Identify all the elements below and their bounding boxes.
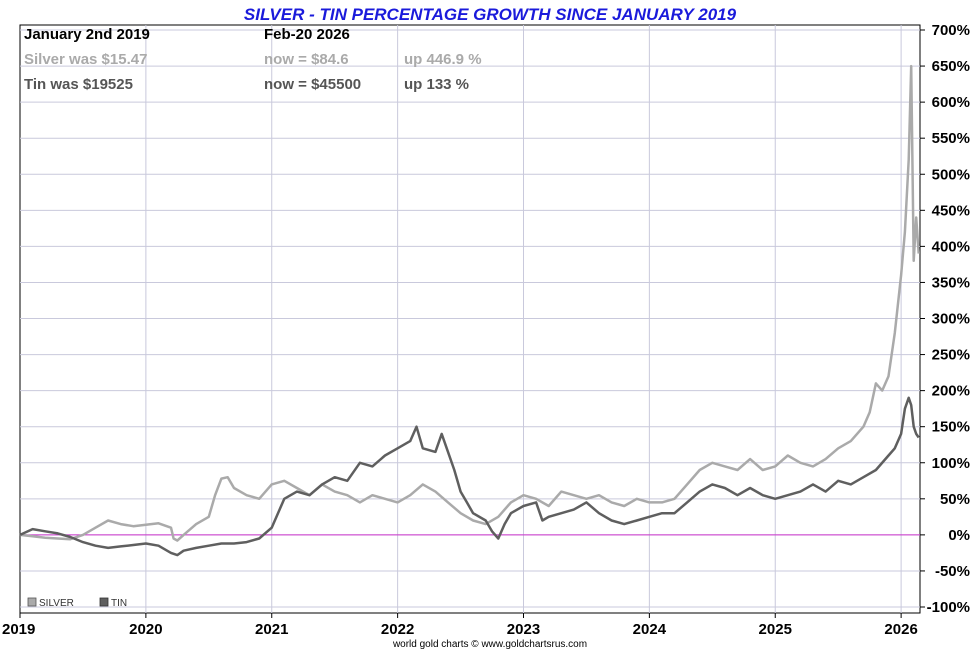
x-tick-label: 2025: [759, 621, 792, 638]
y-tick-label: 250%: [932, 347, 970, 364]
y-tick-label: 650%: [932, 58, 970, 75]
start-date-label: January 2nd 2019: [24, 26, 150, 43]
x-tick-label: 2024: [633, 621, 667, 638]
legend-silver-label: SILVER: [39, 598, 74, 609]
x-tick-label: 2026: [884, 621, 917, 638]
legend-tin-swatch: [99, 597, 109, 607]
chart-title: SILVER - TIN PERCENTAGE GROWTH SINCE JAN…: [244, 5, 737, 24]
vertical-gridlines: [145, 25, 902, 613]
y-tick-label: -50%: [935, 563, 970, 580]
y-tick-label: 500%: [932, 166, 970, 183]
y-tick-label: 200%: [932, 383, 970, 400]
y-tick-label: 450%: [932, 202, 970, 219]
y-tick-label: 50%: [940, 491, 970, 508]
end-date-label: Feb-20 2026: [264, 26, 350, 43]
silver-series-line: [19, 64, 920, 542]
x-tick-label: 2023: [507, 621, 540, 638]
x-tick-label: 2022: [381, 621, 414, 638]
legend-tin-label: TIN: [111, 598, 127, 609]
silver-start-label: Silver was $15.47: [24, 51, 147, 68]
y-tick-label: 100%: [932, 455, 970, 472]
y-tick-label: 400%: [932, 238, 970, 255]
x-tick-label: 2021: [255, 621, 288, 638]
tin-now-label: now = $45500: [264, 76, 361, 93]
horizontal-gridlines: [20, 29, 920, 608]
credit-text: world gold charts © www.goldchartsrus.co…: [392, 639, 587, 650]
y-tick-label: 0%: [948, 527, 970, 544]
silver-change-label: up 446.9 %: [404, 51, 482, 68]
x-axis-ticks: 2019 2020 2021 2022 2023 2024 2025 2026: [2, 613, 918, 638]
y-tick-label: 300%: [932, 311, 970, 328]
y-tick-label: 150%: [932, 419, 970, 436]
y-tick-label: 700%: [932, 22, 970, 39]
x-tick-label: 2020: [129, 621, 162, 638]
y-tick-label: 350%: [932, 274, 970, 291]
y-tick-label: -100%: [927, 599, 970, 616]
legend-silver-swatch: [27, 597, 37, 607]
tin-start-label: Tin was $19525: [24, 76, 133, 93]
y-axis-ticks: 700% 650% 600% 550% 500% 450% 400% 350% 300% 250%…: [920, 22, 970, 616]
x-tick-label: 2019: [2, 621, 35, 638]
silver-now-label: now = $84.6: [264, 51, 349, 68]
y-tick-label: 600%: [932, 94, 970, 111]
y-tick-label: 550%: [932, 130, 970, 147]
tin-change-label: up 133 %: [404, 76, 469, 93]
legend: SILVER TIN: [27, 597, 127, 609]
tin-series-line: [19, 396, 920, 557]
